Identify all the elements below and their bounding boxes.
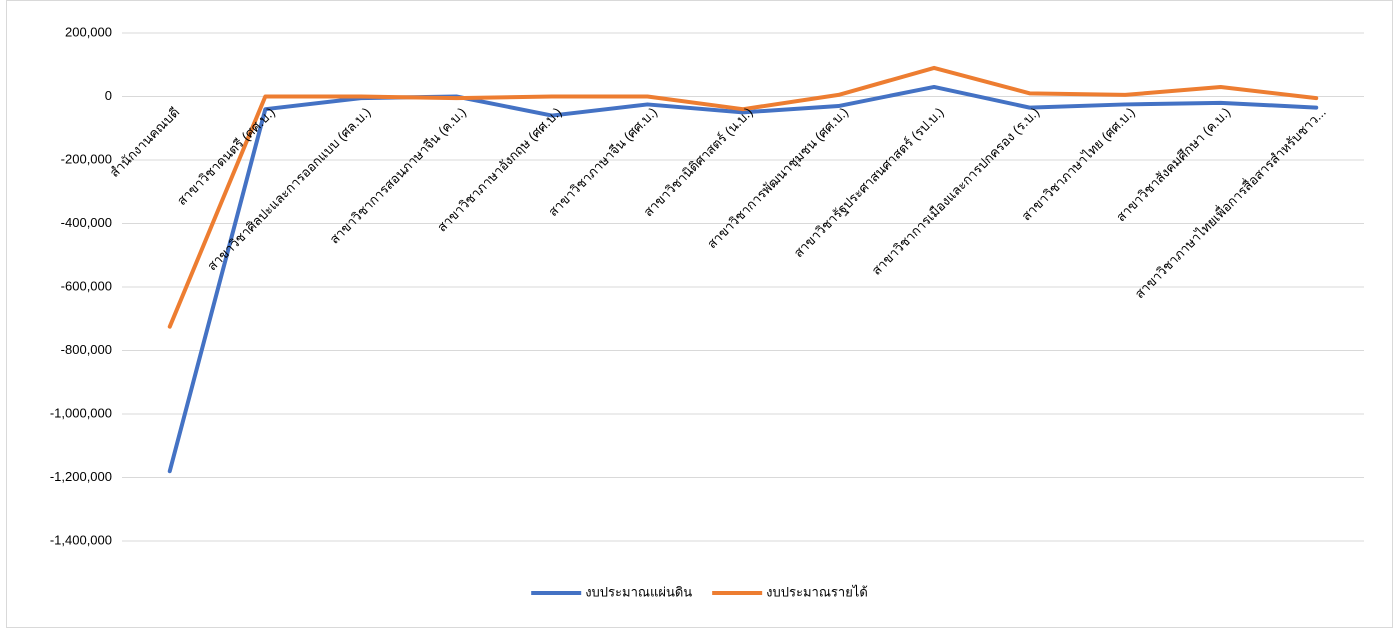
chart-border	[6, 0, 1393, 628]
y-tick-label: -600,000	[61, 278, 112, 293]
y-tick-label: 200,000	[65, 24, 112, 39]
y-tick-label: -800,000	[61, 342, 112, 357]
y-tick-label: -1,400,000	[50, 532, 112, 547]
y-tick-label: -200,000	[61, 151, 112, 166]
y-tick-label: -1,000,000	[50, 405, 112, 420]
y-tick-label: 0	[105, 88, 112, 103]
lines	[167, 65, 1319, 474]
legend: งบประมาณแผ่นดิน งบประมาณรายได้	[531, 584, 868, 599]
y-tick-label: -400,000	[61, 215, 112, 230]
legend-label: งบประมาณแผ่นดิน	[585, 584, 692, 599]
grid	[122, 32, 1364, 542]
series-line	[167, 65, 1319, 329]
y-tick-label: -1,200,000	[50, 469, 112, 484]
legend-label: งบประมาณรายได้	[766, 584, 868, 599]
